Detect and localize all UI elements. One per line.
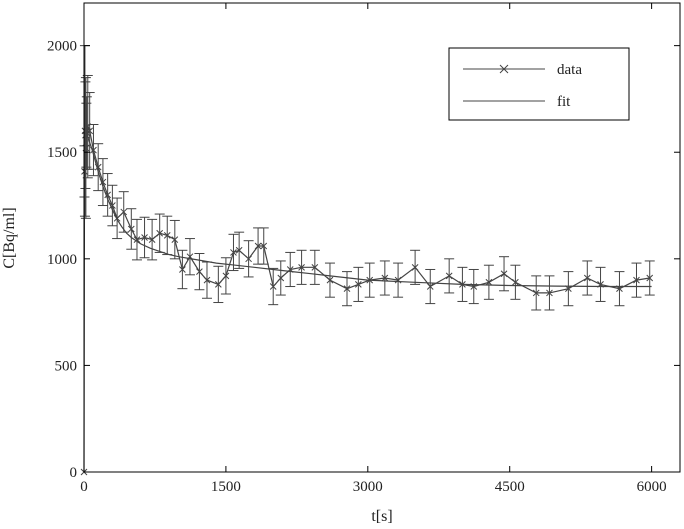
- data-point: [616, 285, 623, 293]
- data-point: [512, 278, 519, 286]
- data-point: [222, 272, 230, 280]
- data-point: [286, 266, 294, 273]
- data-point: [90, 146, 97, 154]
- y-tick-label: 500: [55, 358, 78, 374]
- data-point: [311, 263, 319, 271]
- data-point: [235, 246, 243, 254]
- data-point: [245, 255, 252, 263]
- data-point: [298, 263, 305, 271]
- data-point: [326, 276, 334, 284]
- data-point: [171, 236, 179, 243]
- data-point: [366, 276, 374, 284]
- x-tick-label: 6000: [637, 479, 667, 495]
- series-fit-line: [83, 130, 652, 288]
- data-point: [500, 270, 508, 278]
- data-point: [179, 266, 186, 273]
- data-point: [445, 272, 453, 280]
- data-point: [127, 225, 135, 233]
- data-point: [163, 232, 171, 239]
- x-axis-label: t[s]: [371, 508, 392, 525]
- data-point: [203, 276, 211, 284]
- data-point: [354, 281, 362, 288]
- plot-layer: [79, 45, 655, 476]
- legend-box: [448, 47, 630, 121]
- data-point: [94, 163, 102, 171]
- data-point: [411, 263, 419, 271]
- x-tick-label: 3000: [353, 479, 383, 495]
- axes-layer: [83, 2, 681, 473]
- data-point: [156, 229, 164, 237]
- y-tick-label: 1500: [47, 145, 77, 161]
- y-tick-label: 2000: [47, 39, 77, 55]
- data-point: [104, 191, 112, 199]
- data-point: [186, 253, 194, 261]
- data-point: [277, 274, 285, 282]
- data-point: [426, 283, 434, 290]
- series-data-line: [83, 124, 650, 473]
- data-point: [120, 208, 128, 216]
- x-tick-label: 1500: [211, 479, 241, 495]
- data-point: [254, 242, 262, 250]
- legend-data-label: data: [557, 62, 582, 78]
- data-point: [470, 283, 478, 290]
- data-point: [148, 236, 156, 243]
- legend: data fit: [448, 47, 630, 121]
- data-point: [646, 274, 654, 282]
- data-point: [633, 276, 640, 284]
- data-point: [230, 249, 237, 256]
- x-tick-label: 0: [80, 479, 88, 495]
- data-point: [113, 214, 121, 222]
- data-point: [546, 289, 553, 297]
- data-point: [214, 281, 222, 288]
- data-point: [86, 127, 94, 135]
- data-point: [532, 289, 540, 297]
- data-point: [343, 285, 351, 293]
- plot-frame: [83, 2, 681, 473]
- data-point: [99, 178, 107, 186]
- data-point: [133, 236, 141, 243]
- data-point: [269, 283, 277, 290]
- data-point: [583, 274, 591, 282]
- data-point: [260, 242, 268, 250]
- data-point: [565, 285, 572, 293]
- y-axis-label: C[Bq/ml]: [1, 207, 18, 268]
- x-tick-label: 4500: [495, 479, 525, 495]
- y-tick-label: 0: [70, 465, 78, 481]
- data-point: [196, 268, 203, 275]
- data-point: [109, 202, 116, 209]
- data-point: [381, 274, 389, 282]
- ticks-layer: 0 1500 3000 4500 6000 0 500 1000 1500 2000: [47, 3, 680, 495]
- y-tick-label: 1000: [47, 252, 77, 268]
- data-point: [394, 276, 402, 284]
- legend-data-marker: [499, 64, 509, 74]
- data-point: [459, 281, 466, 288]
- data-point: [485, 278, 493, 286]
- data-point: [597, 281, 604, 288]
- legend-fit-label: fit: [557, 94, 571, 110]
- data-point: [141, 234, 148, 241]
